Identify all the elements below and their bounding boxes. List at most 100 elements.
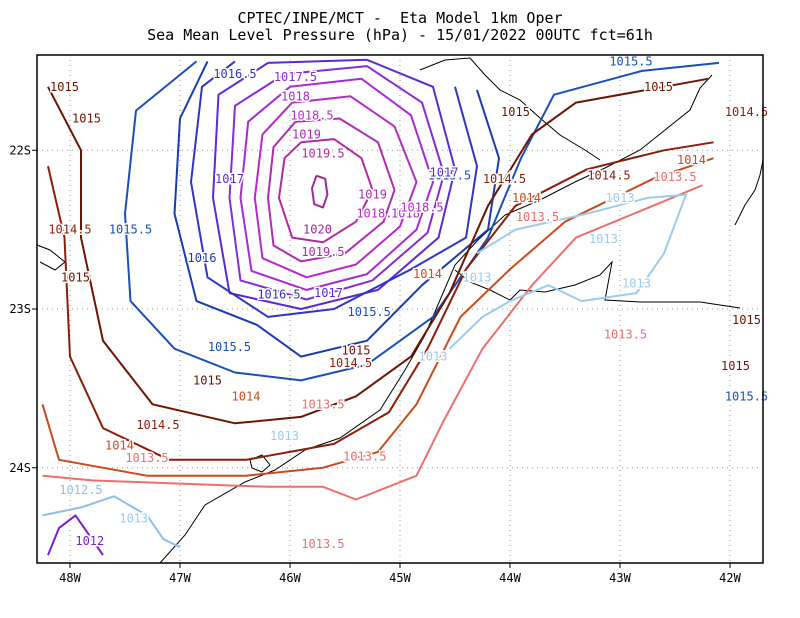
isobar-label: 1013.5 [653, 170, 696, 184]
isobar-1014-5 [47, 141, 714, 461]
gridlines [37, 55, 763, 563]
coastline-bay [454, 260, 741, 309]
isobar-label: 1015 [342, 343, 371, 357]
plot-frame [36, 54, 764, 564]
isobar-label: 1013 [270, 429, 299, 443]
isobar-1013-5 [42, 184, 703, 501]
isobar-label: 1013 [419, 350, 448, 364]
coastline-mainland [159, 74, 713, 564]
isobar-label: 1018.5 [290, 108, 333, 122]
isobar-label: 1013 [119, 512, 148, 526]
isobar-label: 1015 [501, 105, 530, 119]
isobar-label: 1015.5 [725, 389, 768, 403]
x-tick-label: 43W [609, 571, 631, 585]
isobar-label: 1015 [721, 359, 750, 373]
isobar-1016-5 [190, 60, 478, 318]
isobar-label: 1012.5 [59, 483, 102, 497]
isobar-1019-5 [278, 138, 374, 244]
isobar-label: 1014.5 [329, 356, 372, 370]
isobar-1015-5 [124, 60, 720, 382]
isobar-label: 1014.5 [725, 105, 768, 119]
isobar-1012-5 [42, 495, 181, 549]
isobar-label: 1014.5 [483, 172, 526, 186]
isobar-label: 1017.5 [274, 70, 317, 84]
isobar-label: 1013.5 [301, 397, 344, 411]
x-tick-label: 48W [59, 571, 81, 585]
isobar-1017-5 [228, 65, 445, 301]
y-tick-label: 22S [9, 143, 31, 157]
isobar-label: 1020 [303, 223, 332, 237]
isobar-label: 1015.5 [348, 305, 391, 319]
isobar-label: 1013 [622, 277, 651, 291]
isobar-label: 1016 [188, 251, 217, 265]
x-tick-label: 42W [719, 571, 741, 585]
x-tick-label: 44W [499, 571, 521, 585]
isobar-1017 [212, 58, 456, 310]
chart-title: CPTEC/INPE/MCT - Eta Model 1km Oper Sea … [0, 10, 800, 44]
isobar-label: 1018 [391, 207, 420, 221]
isobar-label: 1014 [232, 389, 261, 403]
isobar-1018 [239, 77, 434, 291]
isobar-label: 1019.5 [301, 245, 344, 259]
x-tick-label: 47W [169, 571, 191, 585]
isobar-1020 [311, 174, 329, 209]
isobar-label: 1013.5 [604, 327, 647, 341]
isobar-label: 1014 [512, 191, 541, 205]
x-tick-label: 46W [279, 571, 301, 585]
isobar-1018-5 [253, 95, 418, 279]
isobar-label: 1016.5 [213, 67, 256, 81]
isobar-label: 1014 [105, 439, 134, 453]
y-tick-label: 24S [9, 461, 31, 475]
y-axis-ticks: 22S 23S 24S [9, 143, 37, 475]
isobar-label: 1014 [677, 153, 706, 167]
isobar-label: 1016.5 [257, 288, 300, 302]
coastline-east [734, 159, 764, 226]
chart-title-line-1: CPTEC/INPE/MCT - Eta Model 1km Oper [237, 9, 563, 27]
isobar-label: 1014.5 [587, 169, 630, 183]
x-tick-label: 45W [389, 571, 411, 585]
isobar-label: 1018.5 [356, 207, 399, 221]
isobar-label: 1019 [292, 127, 321, 141]
isobar-label: 1019.5 [301, 146, 344, 160]
isobar-1015 [47, 77, 709, 425]
isobar-label: 1017 [215, 172, 244, 186]
isobar-label: 1015.5 [609, 54, 652, 68]
isobar-label: 1018 [281, 89, 310, 103]
isobar-label: 1013 [463, 270, 492, 284]
isobar-label: 1015 [50, 80, 79, 94]
isobar-1016 [173, 60, 500, 358]
isobar-1019 [267, 117, 396, 263]
coastline-west [36, 244, 66, 271]
isobar-label: 1017 [314, 286, 343, 300]
isobar-label: 1014.5 [48, 223, 91, 237]
isobar-label: 1019 [358, 188, 387, 202]
isobar-label: 1018.5 [400, 200, 443, 214]
y-tick-label: 23S [9, 302, 31, 316]
island [249, 454, 271, 473]
isobar-label: 1015.5 [109, 223, 152, 237]
x-axis-ticks: 48W 47W 46W 45W 44W 43W 42W [59, 563, 742, 585]
isobar-label: 1015 [644, 80, 673, 94]
isobar-label: 1015 [193, 373, 222, 387]
isobar-label: 1013.5 [301, 537, 344, 551]
isobar-label: 1014 [413, 267, 442, 281]
isobar-label: 1012 [75, 534, 104, 548]
isobar-label: 1015 [72, 112, 101, 126]
isobar-1012 [47, 514, 104, 556]
isobar-label: 1013.5 [125, 451, 168, 465]
isobar-label: 1013 [589, 232, 618, 246]
isobar-label: 1015 [61, 270, 90, 284]
isobar-label: 1013 [606, 191, 635, 205]
isobar-label: 1014.5 [136, 418, 179, 432]
chart-title-line-2: Sea Mean Level Pressure (hPa) - 15/01/20… [147, 26, 653, 44]
coastline-north [419, 57, 601, 161]
isobars [41, 58, 720, 556]
isobar-label: 1017 [430, 166, 459, 180]
isobar-label: 1013.5 [516, 210, 559, 224]
isobar-label: 1015.5 [428, 169, 471, 183]
isobar-label: 1015.5 [208, 340, 251, 354]
isobar-1013 [448, 193, 687, 350]
isobar-label: 1013.5 [343, 450, 386, 464]
